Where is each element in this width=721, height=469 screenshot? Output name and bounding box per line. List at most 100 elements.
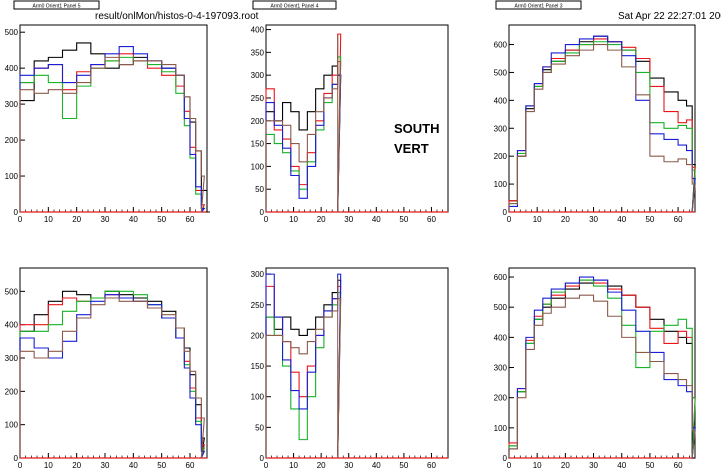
- y-tick-label: 0: [503, 208, 508, 217]
- series-red: [19, 53, 206, 213]
- x-tick-label: 10: [289, 215, 298, 224]
- series-red: [508, 279, 696, 459]
- series-red: [19, 294, 206, 459]
- plot-frame: [265, 267, 449, 459]
- date-stamp: Sat Apr 22 22:27:01 2006: [618, 11, 721, 22]
- x-tick-label: 50: [645, 215, 654, 224]
- x-tick-label: 60: [186, 461, 195, 469]
- y-tick-label: 500: [5, 28, 19, 37]
- x-tick-label: 40: [372, 461, 381, 469]
- x-tick-label: 0: [264, 461, 269, 469]
- series-blue: [19, 294, 206, 459]
- y-tick-label: 300: [251, 270, 265, 279]
- x-tick-label: 10: [44, 215, 53, 224]
- y-tick-label: 300: [251, 71, 265, 80]
- y-tick-label: 300: [5, 354, 19, 363]
- y-tick-label: 300: [494, 124, 508, 133]
- x-tick-label: 0: [507, 461, 512, 469]
- x-tick-label: 60: [674, 215, 683, 224]
- x-tick-label: 0: [18, 461, 23, 469]
- x-tick-label: 20: [317, 461, 326, 469]
- x-tick-label: 10: [533, 215, 542, 224]
- series-green: [19, 290, 206, 459]
- series-blue: [508, 276, 696, 459]
- chart-title: Arm0 Orient1 Panel 4: [270, 4, 318, 10]
- x-tick-label: 10: [289, 461, 298, 469]
- series-black: [508, 279, 696, 459]
- series-green: [508, 279, 696, 459]
- x-tick-label: 50: [645, 461, 654, 469]
- y-tick-label: 350: [251, 48, 265, 57]
- x-tick-label: 40: [372, 215, 381, 224]
- chart-title: Arm0 Orient1 Panel 3: [514, 4, 562, 10]
- x-tick-label: 0: [18, 215, 23, 224]
- series-black: [265, 65, 342, 213]
- y-tick-label: 250: [251, 301, 265, 310]
- series-black: [508, 35, 696, 213]
- y-tick-label: 0: [14, 208, 19, 217]
- series-brown: [19, 56, 205, 213]
- y-tick-label: 400: [5, 64, 19, 73]
- x-tick-label: 0: [507, 215, 512, 224]
- x-tick-label: 10: [533, 461, 542, 469]
- plot-frame: [19, 267, 208, 459]
- y-tick-label: 500: [5, 287, 19, 296]
- x-tick-label: 60: [427, 461, 436, 469]
- chart-panel: Arm0 Orient1 Panel 201020304050600100200…: [494, 0, 696, 224]
- series-blue: [265, 74, 342, 213]
- y-tick-label: 400: [494, 96, 508, 105]
- y-tick-label: 250: [251, 94, 265, 103]
- y-tick-label: 0: [503, 454, 508, 463]
- y-tick-label: 150: [251, 140, 265, 149]
- x-tick-label: 30: [589, 461, 598, 469]
- y-tick-label: 100: [494, 180, 508, 189]
- y-tick-label: 400: [494, 333, 508, 342]
- x-tick-label: 40: [617, 461, 626, 469]
- x-tick-label: 40: [129, 461, 138, 469]
- chart-title-box: [495, 0, 582, 10]
- y-tick-label: 600: [494, 41, 508, 50]
- series-brown: [265, 298, 342, 459]
- y-tick-label: 200: [251, 117, 265, 126]
- chart-title: Arm0 Orient1 Panel 5: [32, 4, 80, 10]
- x-tick-label: 0: [264, 215, 269, 224]
- y-tick-label: 300: [494, 364, 508, 373]
- series-red: [508, 38, 696, 213]
- chart-title-box: [13, 0, 100, 10]
- file-title: result/onlMon/histos-0-4-197093.root: [95, 11, 259, 22]
- plot-frame: [19, 24, 208, 213]
- y-tick-label: 500: [494, 68, 508, 77]
- annotation-south: SOUTH: [394, 121, 440, 136]
- chart-panel: Arm0 Orient1 Panel 001020304050600100200…: [5, 0, 210, 224]
- y-tick-label: 400: [5, 321, 19, 330]
- x-tick-label: 20: [72, 215, 81, 224]
- y-tick-label: 200: [494, 394, 508, 403]
- series-blue: [265, 273, 342, 459]
- y-tick-label: 0: [260, 454, 265, 463]
- y-tick-label: 600: [494, 273, 508, 282]
- series-brown: [508, 43, 696, 213]
- y-tick-label: 200: [494, 152, 508, 161]
- x-tick-label: 30: [344, 215, 353, 224]
- x-tick-label: 60: [186, 215, 195, 224]
- series-brown: [265, 60, 342, 213]
- y-tick-label: 50: [255, 185, 264, 194]
- chart-panel: Arm0 Orient1 Panel 50 10 20 30 40 50 600100200…: [5, 0, 208, 469]
- series-brown: [508, 294, 696, 459]
- series-brown: [19, 297, 205, 459]
- series-green: [265, 56, 342, 213]
- y-tick-label: 100: [5, 421, 19, 430]
- y-tick-label: 200: [5, 387, 19, 396]
- x-tick-label: 20: [561, 461, 570, 469]
- series-green: [19, 56, 206, 213]
- y-tick-label: 400: [251, 26, 265, 35]
- series-black: [265, 279, 342, 459]
- series-red: [265, 33, 342, 213]
- chart-panel: Arm0 Orient1 Panel 30 10 20 30 40 50 600100200…: [494, 0, 696, 469]
- series-green: [508, 41, 696, 213]
- x-tick-label: 50: [399, 215, 408, 224]
- y-tick-label: 100: [5, 172, 19, 181]
- plot-frame: [265, 24, 449, 213]
- chart-title-box: [252, 0, 337, 10]
